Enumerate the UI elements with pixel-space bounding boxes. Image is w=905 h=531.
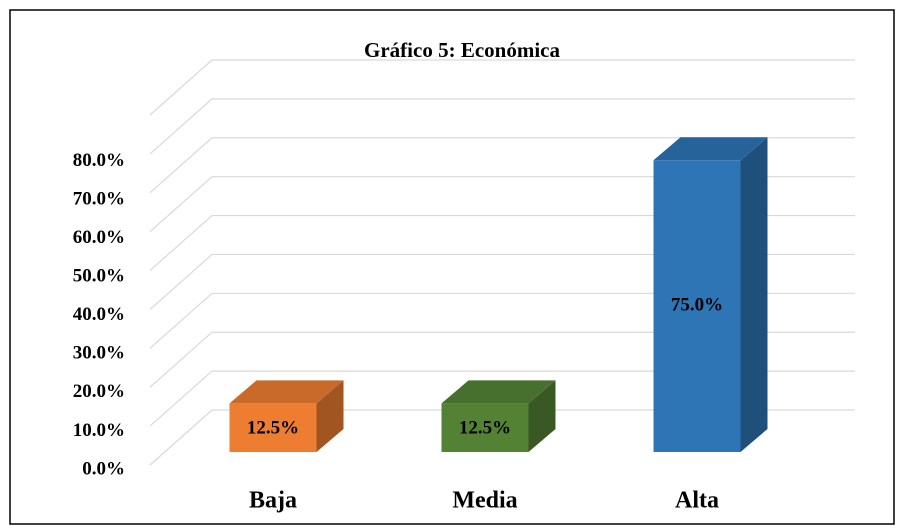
- bar-top: [441, 380, 556, 404]
- data-label: 75.0%: [671, 294, 723, 315]
- data-label: 12.5%: [247, 418, 299, 439]
- chart-title: Gráfico 5: Económica: [364, 38, 560, 62]
- y-tick-label: 0.0%: [82, 458, 125, 479]
- y-tick-label: 30.0%: [73, 343, 125, 364]
- grid-line: [149, 409, 855, 466]
- y-tick-label: 20.0%: [73, 381, 125, 402]
- y-tick-label: 70.0%: [73, 188, 125, 209]
- grid-line: [149, 176, 855, 233]
- bar-side: [316, 380, 344, 452]
- y-tick-label: 40.0%: [73, 304, 125, 325]
- bar-top: [229, 380, 344, 404]
- bar-side: [740, 137, 768, 452]
- bar: [653, 160, 741, 452]
- bar: [441, 403, 529, 452]
- y-tick-label: 10.0%: [73, 420, 125, 441]
- grid-line: [149, 292, 855, 349]
- bar-top: [653, 137, 768, 161]
- x-tick-label: Baja: [249, 488, 297, 514]
- grid-line: [149, 370, 855, 427]
- grid-line: [149, 253, 855, 310]
- wall-top: [149, 59, 855, 116]
- x-tick-label: Alta: [675, 488, 719, 514]
- bar-side: [528, 380, 556, 452]
- x-tick-label: Media: [452, 488, 517, 514]
- grid-line: [149, 137, 855, 194]
- y-tick-label: 80.0%: [73, 150, 125, 171]
- grid-line: [149, 331, 855, 388]
- grid-line: [149, 214, 855, 272]
- data-label: 12.5%: [459, 418, 511, 439]
- bar: [229, 403, 317, 452]
- y-tick-label: 60.0%: [73, 227, 125, 248]
- y-tick-label: 50.0%: [73, 266, 125, 287]
- grid-line: [149, 98, 855, 155]
